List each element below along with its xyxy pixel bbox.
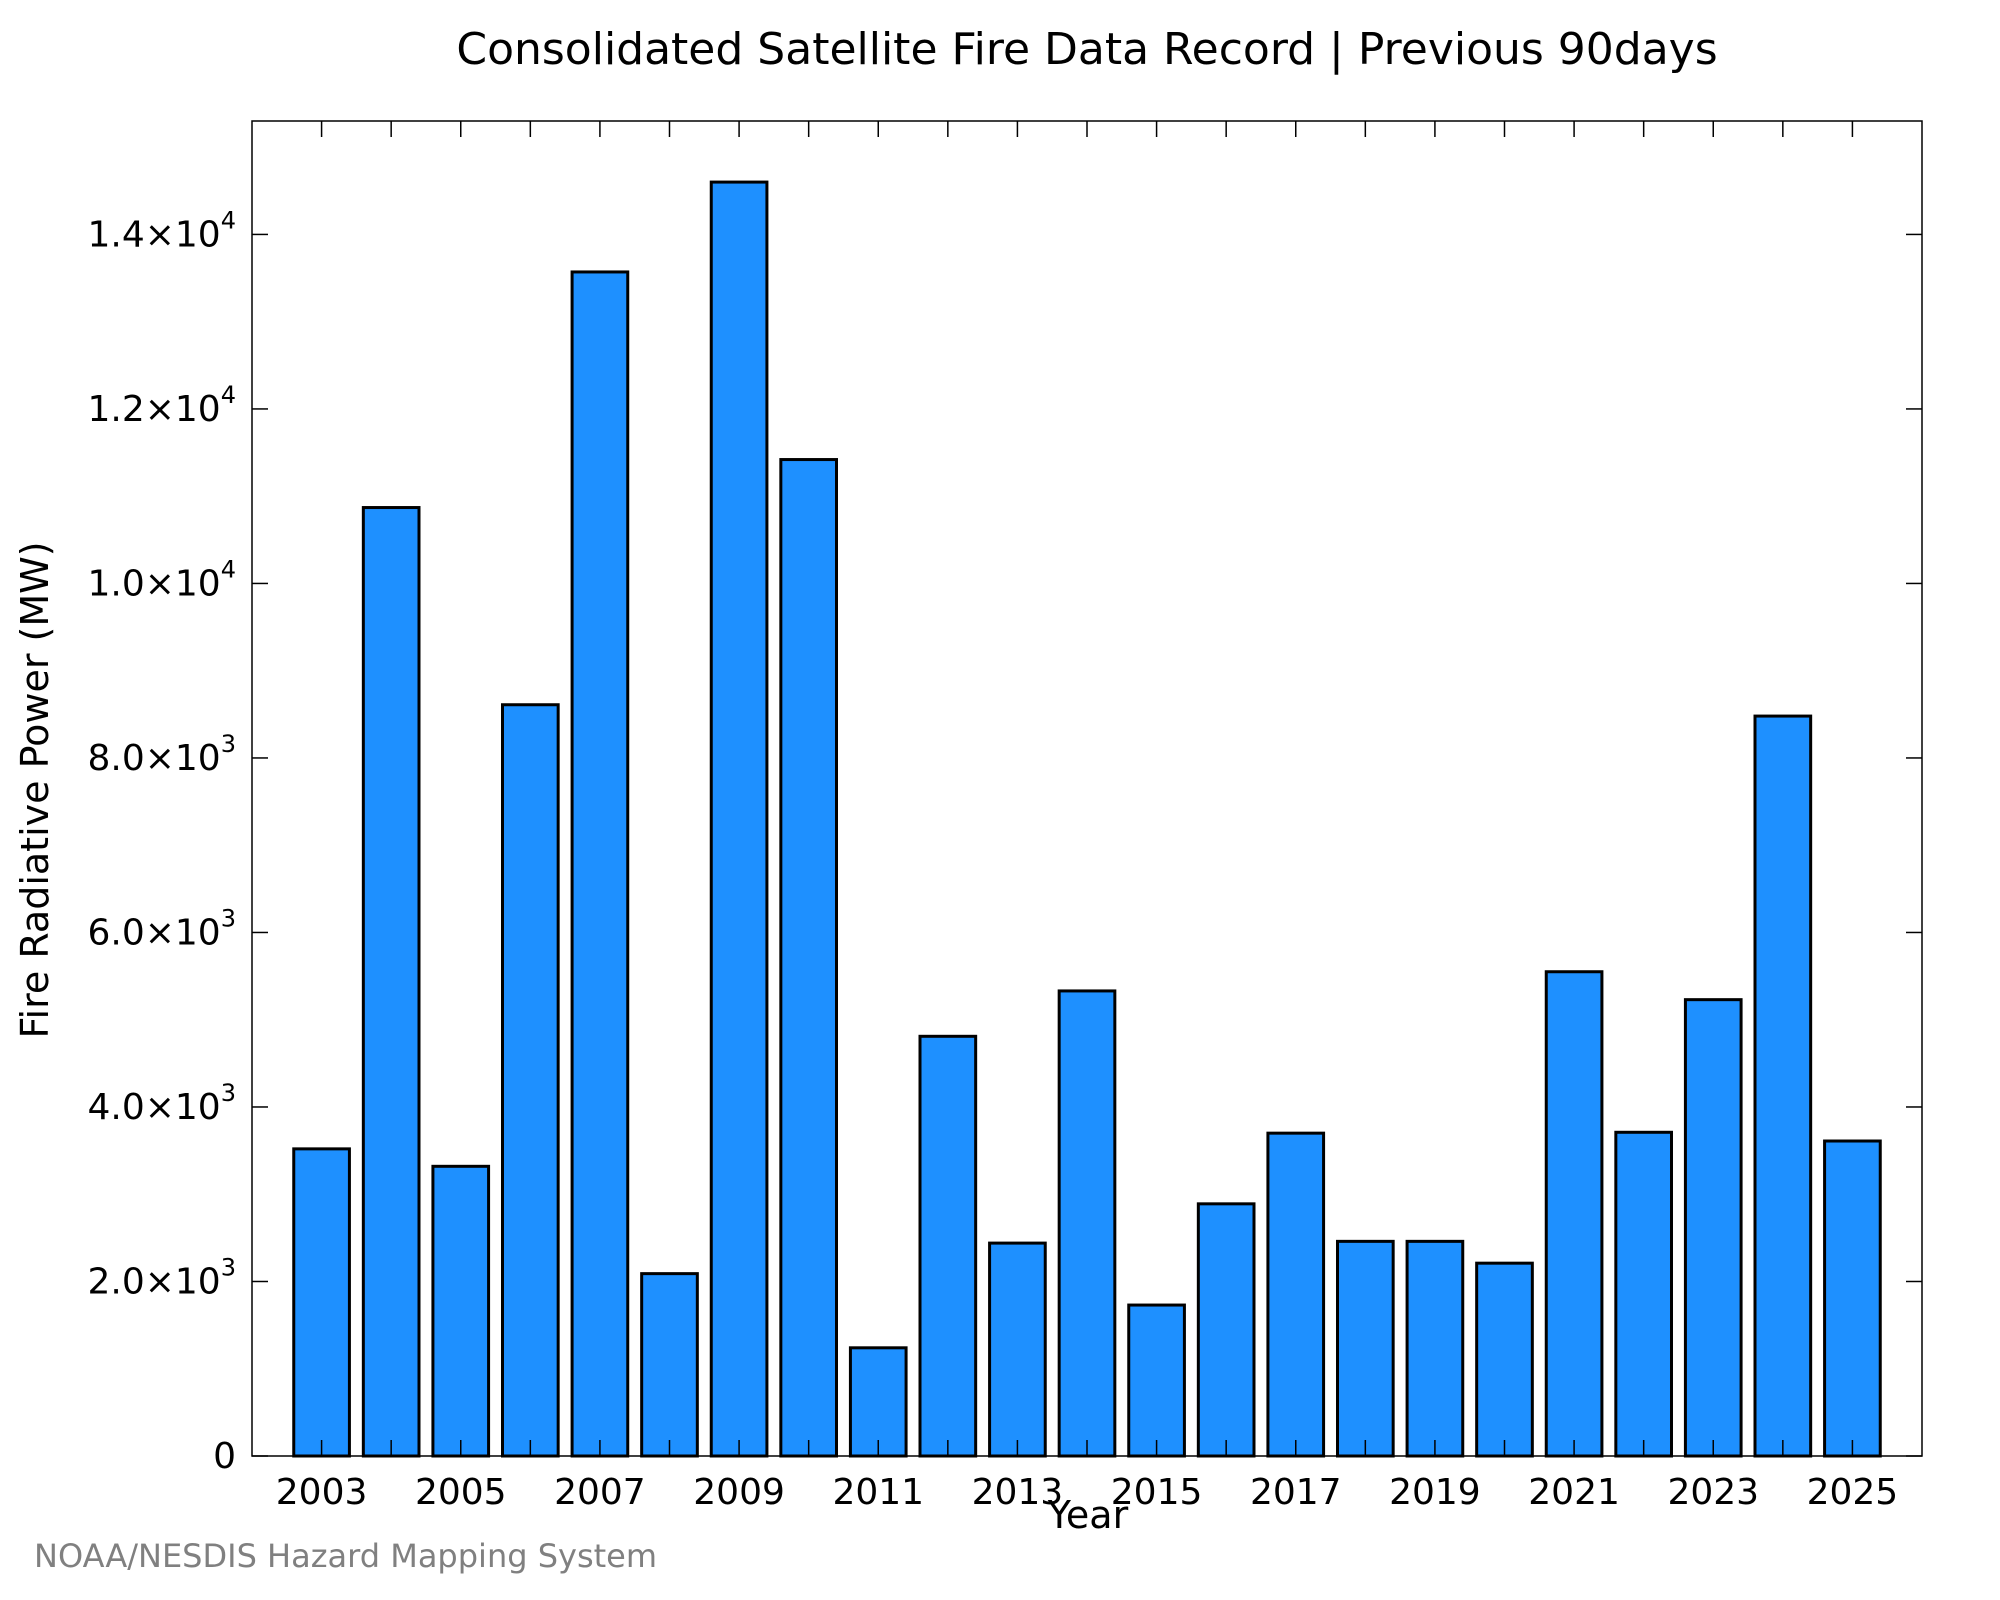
bar-2023 [1683, 998, 1743, 1458]
bar-2019 [1405, 1239, 1465, 1458]
x-tick-label-2015: 2015 [1111, 1472, 1203, 1513]
y-tick-label: 0 [213, 1436, 236, 1477]
x-tick-label-2021: 2021 [1528, 1472, 1620, 1513]
bar-2020 [1475, 1261, 1534, 1458]
x-tick-label-2013: 2013 [972, 1472, 1064, 1513]
y-tick-label: 6.0×103 [87, 904, 236, 953]
bar-2010 [779, 458, 838, 1458]
bar-2014 [1057, 989, 1117, 1458]
x-tick-label-2011: 2011 [832, 1472, 924, 1513]
y-tick-label: 1.2×104 [87, 381, 236, 430]
source-credit: NOAA/NESDIS Hazard Mapping System [34, 1537, 658, 1575]
bar-2021 [1544, 970, 1604, 1458]
x-tick-label-2007: 2007 [554, 1472, 646, 1513]
x-ticks-group: 2003 2005 2007 2009 2011 2013 2015 2017 2019 2021… [276, 121, 1898, 1513]
x-tick-label-2023: 2023 [1667, 1472, 1759, 1513]
y-axis-label: Fire Radiative Power (MW) [13, 541, 57, 1038]
bar-2022 [1614, 1130, 1674, 1458]
bar-2005 [431, 1164, 491, 1458]
plot-frame [251, 120, 1923, 1457]
x-axis-label: Year [1047, 1493, 1129, 1537]
bar-2024 [1753, 714, 1813, 1458]
bar-2013 [988, 1241, 1047, 1458]
y-ticks-group: 0 2.0×103 4.0×103 6.0×103 8.0×103 1.0×104 1.2×… [87, 206, 1922, 1477]
bar-2017 [1266, 1131, 1326, 1458]
bar-2009 [709, 180, 769, 1458]
bar-2011 [848, 1346, 908, 1458]
y-tick-label: 8.0×103 [87, 730, 236, 779]
chart-title: Consolidated Satellite Fire Data Record … [456, 24, 1717, 75]
bar-2006 [501, 703, 560, 1458]
bar-2003 [292, 1147, 351, 1458]
y-tick-label: 2.0×103 [87, 1253, 236, 1302]
x-tick-label-2019: 2019 [1389, 1472, 1481, 1513]
bar-2012 [918, 1034, 978, 1458]
x-tick-label-2003: 2003 [276, 1472, 368, 1513]
y-tick-label: 1.0×104 [87, 555, 236, 604]
bar-2008 [640, 1272, 699, 1458]
x-tick-label-2025: 2025 [1807, 1472, 1899, 1513]
x-tick-label-2005: 2005 [415, 1472, 507, 1513]
y-tick-label: 4.0×103 [87, 1079, 236, 1128]
bars-group [292, 180, 1882, 1458]
y-tick-label: 1.4×104 [87, 206, 236, 255]
x-tick-label-2017: 2017 [1250, 1472, 1342, 1513]
bar-2025 [1823, 1139, 1882, 1458]
bar-2018 [1336, 1239, 1395, 1458]
bar-2007 [570, 270, 630, 1458]
bar-2016 [1196, 1202, 1256, 1458]
bar-2015 [1127, 1303, 1186, 1458]
bar-2004 [361, 506, 421, 1458]
x-tick-label-2009: 2009 [693, 1472, 785, 1513]
